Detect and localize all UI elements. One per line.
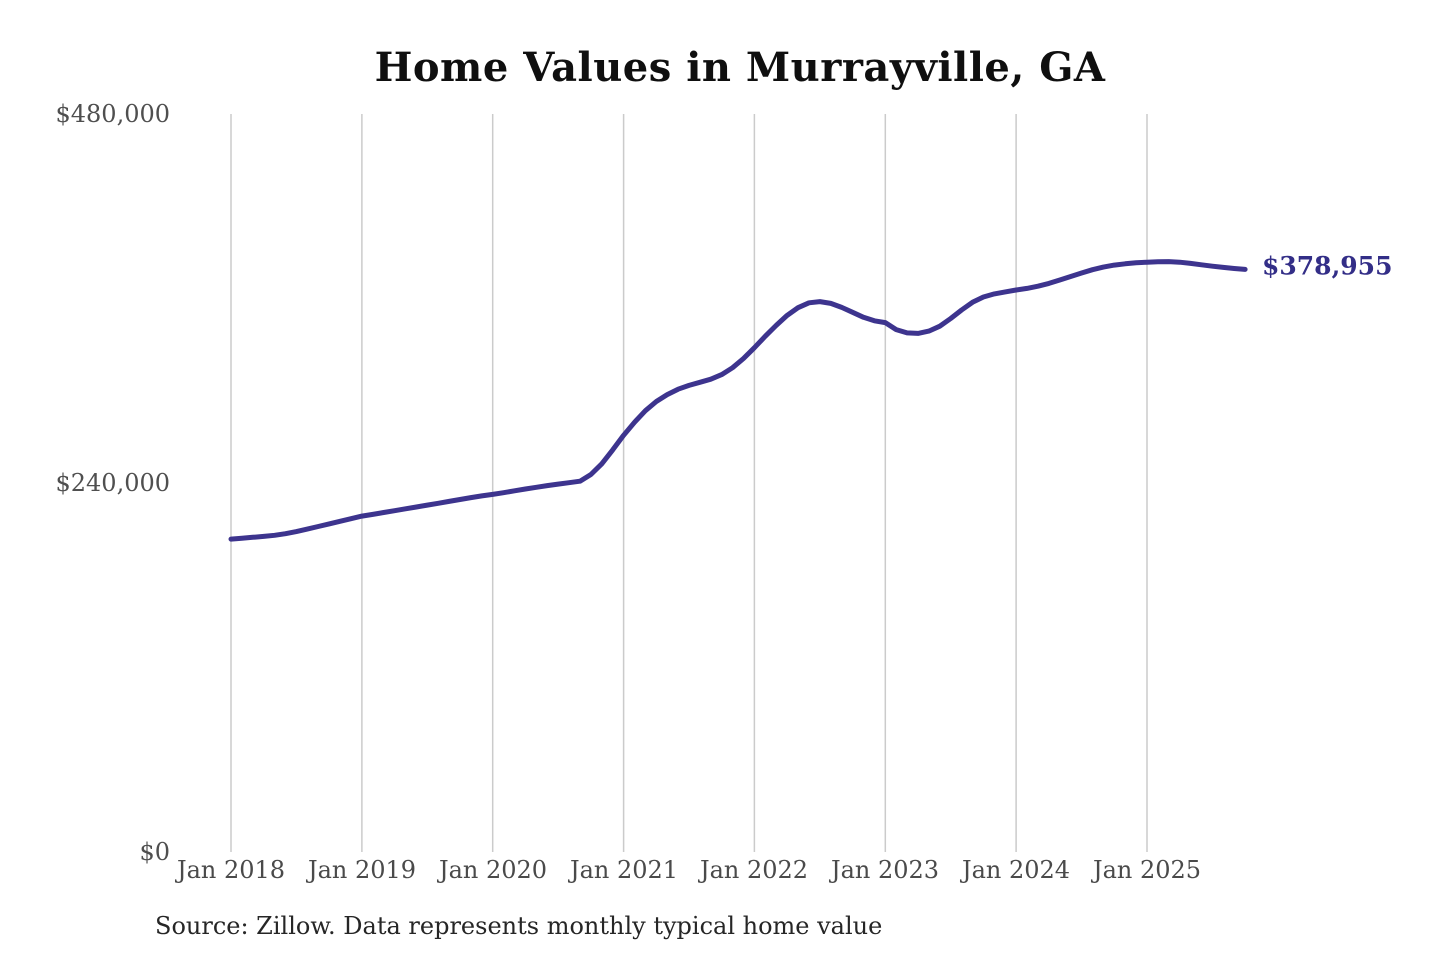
x-axis-tick-jan-2019: Jan 2019 xyxy=(307,856,417,884)
y-axis-tick-240000: $240,000 xyxy=(55,469,170,497)
home-value-series-line xyxy=(228,259,1248,542)
x-axis-tick-jan-2022: Jan 2022 xyxy=(699,856,809,884)
x-axis-tick-jan-2024: Jan 2024 xyxy=(961,856,1071,884)
x-axis-tick-jan-2025: Jan 2025 xyxy=(1092,856,1202,884)
y-axis-tick-480000: $480,000 xyxy=(55,100,170,128)
x-axis-tick-jan-2023: Jan 2023 xyxy=(830,856,940,884)
x-axis-tick-jan-2021: Jan 2021 xyxy=(569,856,679,884)
source-attribution: Source: Zillow. Data represents monthly … xyxy=(155,912,883,940)
latest-value-label: $378,955 xyxy=(1262,251,1393,281)
x-axis-tick-jan-2018: Jan 2018 xyxy=(176,856,286,884)
y-axis-tick-0: $0 xyxy=(139,838,170,866)
x-axis-tick-jan-2020: Jan 2020 xyxy=(438,856,548,884)
chart-title: Home Values in Murrayville, GA xyxy=(374,44,1106,91)
